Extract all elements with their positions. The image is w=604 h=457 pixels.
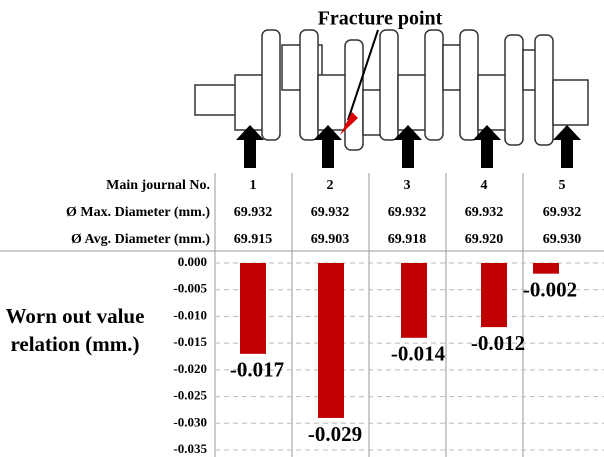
value-label: -0.014	[391, 342, 446, 366]
table-cell: 69.932	[234, 205, 273, 220]
bar	[533, 263, 559, 274]
table-cell: 4	[481, 178, 488, 193]
table-cell: 69.932	[388, 205, 427, 220]
table-cell: 5	[559, 178, 566, 193]
table-cell: 69.932	[543, 205, 582, 220]
row-header: Ø Max. Diameter (mm.)	[66, 205, 210, 220]
table-cell: 69.920	[465, 232, 504, 247]
page: Fracture point Main journal No. 1 2 3 4 5 Ø Ma…	[0, 0, 604, 457]
table-cell: 69.915	[234, 232, 273, 247]
value-label: -0.029	[308, 422, 362, 446]
y-tick-label: -0.015	[173, 334, 207, 349]
y-tick-label: -0.025	[173, 388, 207, 403]
row-header: Main journal No.	[106, 178, 210, 193]
y-tick-label: -0.010	[173, 307, 207, 322]
y-tick-label: 0.000	[178, 254, 207, 269]
table-cell: 3	[404, 178, 411, 193]
table-cell: 69.930	[543, 232, 582, 247]
chart: Fracture point Main journal No. 1 2 3 4 5 Ø Ma…	[0, 0, 604, 457]
bar	[240, 263, 266, 354]
value-label: -0.017	[230, 358, 284, 382]
bar	[401, 263, 427, 338]
table-cell: 2	[327, 178, 334, 193]
support-arrows	[236, 125, 581, 168]
bar	[318, 263, 344, 418]
y-tick-label: -0.020	[173, 361, 207, 376]
y-axis-label: Worn out value relation (mm.)	[0, 302, 150, 358]
y-tick-label: -0.035	[173, 441, 207, 456]
table-cell: 69.918	[388, 232, 427, 247]
table-cell: 69.903	[311, 232, 350, 247]
row-header: Ø Avg. Diameter (mm.)	[71, 232, 210, 247]
table-cell: 1	[250, 178, 257, 193]
bar	[481, 263, 507, 327]
table-cell: 69.932	[465, 205, 504, 220]
value-label: -0.002	[523, 277, 577, 301]
y-tick-label: -0.030	[173, 414, 207, 429]
table-cell: 69.932	[311, 205, 350, 220]
y-tick-label: -0.005	[173, 281, 207, 296]
annotation: Fracture point	[318, 8, 443, 30]
value-label: -0.012	[471, 331, 525, 355]
